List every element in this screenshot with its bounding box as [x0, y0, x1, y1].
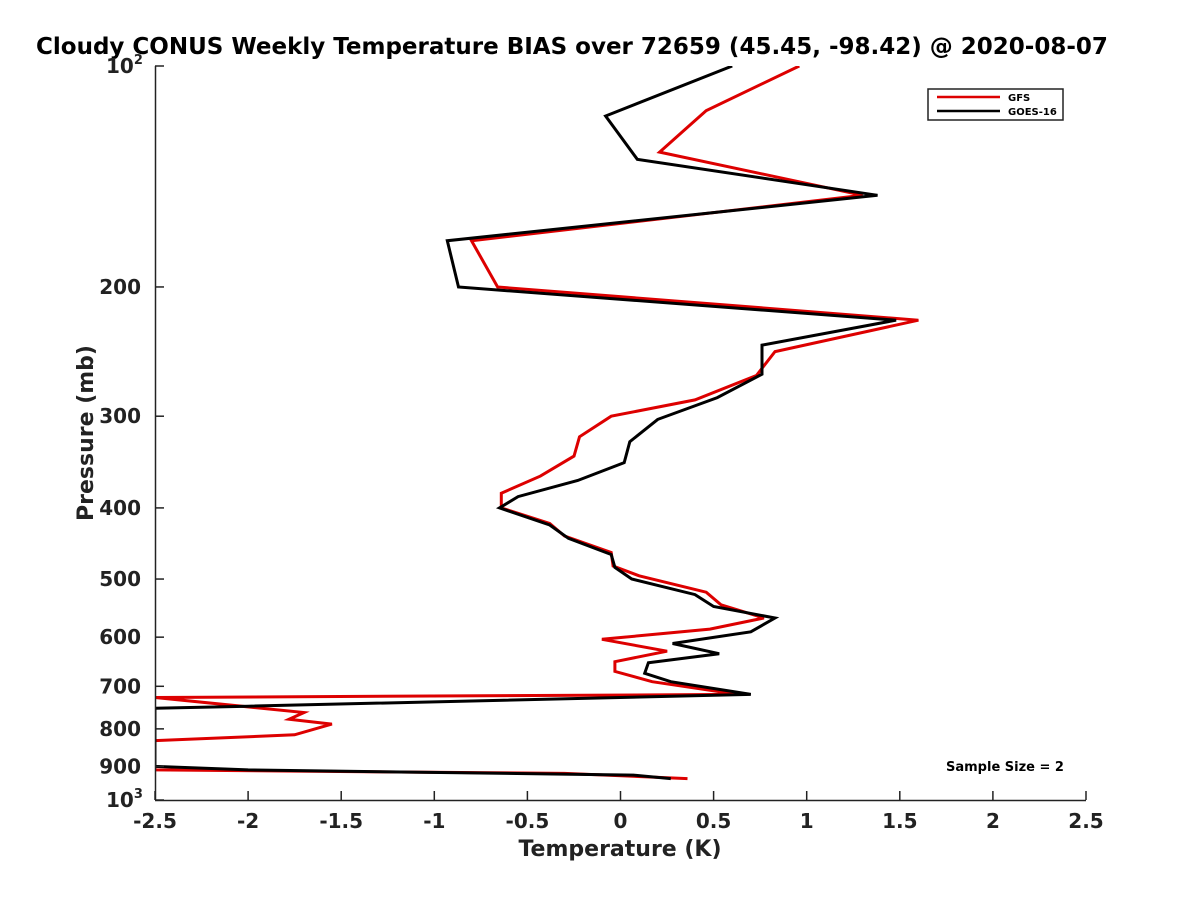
- y-tick-label: 102: [106, 53, 143, 78]
- y-tick-label: 700: [99, 674, 141, 698]
- y-tick-label: 900: [99, 754, 141, 778]
- x-tick-label: -2.5: [133, 809, 177, 833]
- y-tick-label: 200: [99, 275, 141, 299]
- legend: GFS GOES-16: [927, 88, 1064, 121]
- y-tick-label: 600: [99, 625, 141, 649]
- legend-label-gfs: GFS: [1008, 93, 1030, 104]
- x-tick-label: 1.5: [882, 809, 917, 833]
- legend-box: [927, 88, 1064, 121]
- x-tick-label: -1: [423, 809, 445, 833]
- x-tick-label: 0.5: [696, 809, 731, 833]
- x-tick-label: 2.5: [1068, 809, 1103, 833]
- y-axis-label: Pressure (mb): [74, 345, 99, 521]
- y-tick-label: 103: [106, 787, 143, 812]
- y-tick-label: 300: [99, 404, 141, 428]
- sample-size-annotation: Sample Size = 2: [946, 760, 1064, 775]
- y-tick-label: 400: [99, 496, 141, 520]
- x-tick-label: 1: [800, 809, 814, 833]
- series-line-goes16: [155, 66, 897, 781]
- x-tick-label: -2: [237, 809, 259, 833]
- chart-title: Cloudy CONUS Weekly Temperature BIAS ove…: [36, 34, 1108, 60]
- x-axis-label: Temperature (K): [518, 837, 721, 862]
- x-tick-label: -1.5: [319, 809, 363, 833]
- x-tick-label: 0: [614, 809, 628, 833]
- y-tick-label: 500: [99, 567, 141, 591]
- y-tick-label: 800: [99, 717, 141, 741]
- series-line-gfs: [155, 66, 919, 781]
- x-tick-label: 2: [986, 809, 1000, 833]
- x-axis: -2.5 -2 -1.5 -1 -0.5 0 0.5 1 1.5 2 2.5: [133, 791, 1104, 833]
- y-axis: 102 200 300 400 500 600 700 800 900 103: [99, 53, 164, 812]
- plot-area: [155, 66, 919, 781]
- legend-label-goes16: GOES-16: [1008, 107, 1057, 118]
- x-tick-label: -0.5: [506, 809, 550, 833]
